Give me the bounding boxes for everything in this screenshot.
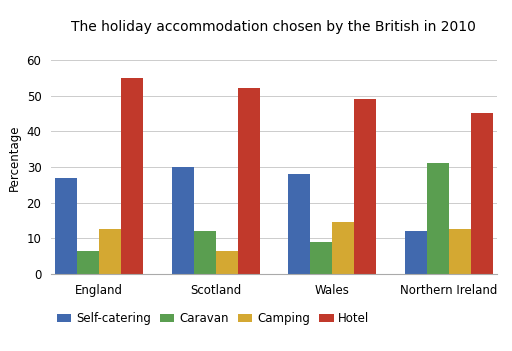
- Bar: [121, 78, 143, 274]
- Bar: [99, 229, 121, 274]
- Bar: [288, 174, 310, 274]
- Bar: [310, 242, 332, 274]
- Bar: [426, 163, 449, 274]
- Title: The holiday accommodation chosen by the British in 2010: The holiday accommodation chosen by the …: [72, 20, 476, 34]
- Bar: [449, 229, 471, 274]
- Y-axis label: Percentage: Percentage: [8, 125, 21, 191]
- Bar: [194, 231, 216, 274]
- Bar: [216, 251, 238, 274]
- Bar: [354, 99, 376, 274]
- Bar: [55, 178, 77, 274]
- Bar: [77, 251, 99, 274]
- Bar: [405, 231, 426, 274]
- Bar: [471, 113, 493, 274]
- Bar: [238, 88, 260, 274]
- Bar: [332, 222, 354, 274]
- Bar: [172, 167, 194, 274]
- Legend: Self-catering, Caravan, Camping, Hotel: Self-catering, Caravan, Camping, Hotel: [57, 312, 370, 325]
